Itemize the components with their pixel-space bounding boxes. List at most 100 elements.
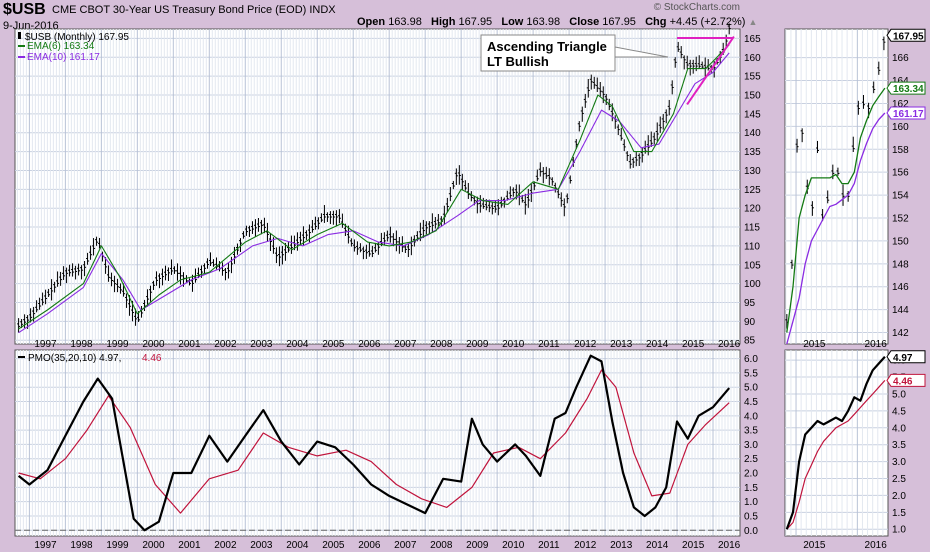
pmo-x-tick-label: 2002: [214, 540, 237, 551]
ema6-line: [18, 44, 730, 330]
detail-price-panel-y-tick-label: 158: [892, 145, 909, 156]
chart-symbol: $USB: [3, 1, 46, 18]
detail-price-panel-y-tick-label: 150: [892, 236, 909, 247]
high-label: High: [431, 16, 456, 28]
detail-price-panel-y-tick-label: 162: [892, 99, 909, 110]
detail-signal-line: [786, 379, 886, 530]
price-x-tick-label: 2002: [214, 339, 237, 350]
detail-pmo-x-tick-label: 2016: [865, 540, 888, 551]
chg-value: +4.45 (+2.72%): [669, 16, 746, 28]
open-label: Open: [357, 16, 386, 28]
price-x-tick-label: 1997: [34, 339, 57, 350]
price-panel-y-tick-label: 115: [744, 223, 760, 234]
tag-close-box: [886, 28, 926, 42]
detail-pmo-x-tick-label: 2015: [803, 540, 826, 551]
legend-ema10: EMA(10) 161.17: [27, 52, 100, 63]
pmo-x-tick-label: 2011: [538, 540, 560, 551]
price-panel-y-tick-label: 140: [744, 128, 761, 139]
price-x-tick-label: 2001: [178, 339, 201, 350]
price-x-tick-label: 2016: [718, 339, 741, 350]
price-x-tick-label: 2003: [250, 339, 273, 350]
detail-pmo-line: [785, 356, 886, 530]
low-value: 163.98: [526, 16, 561, 28]
price-panel-y-tick-label: 120: [744, 204, 761, 215]
annotation-line2: LT Bullish: [487, 54, 549, 69]
tag-pmo-box: [886, 350, 926, 364]
pmo-signal-line: [18, 369, 730, 514]
detail-price-panel-y-tick-label: 142: [892, 328, 909, 339]
pmo-x-tick-label: 2007: [394, 540, 417, 551]
tag-ema6: 163.34: [893, 84, 924, 95]
legend-price: $USB (Monthly) 167.95: [25, 32, 129, 43]
price-x-tick-label: 2012: [574, 339, 597, 350]
pmo-line: [17, 354, 731, 532]
high-value: 167.95: [458, 16, 493, 28]
price-x-tick-label: 2015: [682, 339, 705, 350]
detail-pmo-panel-y-tick-label: 3.5: [892, 440, 906, 451]
price-panel-y-tick-label: 95: [744, 298, 756, 309]
pmo-x-tick-label: 2016: [718, 540, 741, 551]
price-x-tick-label: 2009: [466, 339, 489, 350]
close-value: 167.95: [602, 16, 636, 28]
pmo-x-tick-label: 1999: [106, 540, 129, 551]
pmo-panel-y-tick-label: 2.0: [744, 469, 758, 480]
close-label: Close: [569, 16, 600, 28]
detail-x-tick-label: 2015: [803, 339, 826, 350]
detail-ema6-line: [786, 87, 886, 333]
pmo-x-tick-label: 2012: [574, 540, 597, 551]
pmo-panel-y-tick-label: 4.0: [744, 411, 758, 422]
pmo-x-tick-label: 2006: [358, 540, 381, 551]
legend-price-swatch: [18, 32, 21, 39]
pmo-x-tick-label: 2009: [466, 540, 489, 551]
chart-description: CME CBOT 30-Year US Treasury Bond Price …: [52, 4, 336, 16]
price-panel-y-tick-label: 130: [744, 166, 761, 177]
low-label: Low: [501, 16, 524, 28]
price-x-tick-label: 1998: [70, 339, 93, 350]
annotation-line1: Ascending Triangle: [487, 39, 607, 54]
price-panel-y-tick-label: 155: [744, 72, 761, 83]
legend-pmo-signal: 4.46: [142, 353, 162, 364]
price-x-tick-label: 2000: [142, 339, 165, 350]
detail-price-panel-y-tick-label: 154: [892, 191, 909, 202]
pmo-panel-y-tick-label: 0.5: [744, 511, 758, 522]
detail-pmo-panel-y-tick-label: 2.0: [892, 491, 906, 502]
price-panel-y-tick-label: 90: [744, 317, 756, 328]
tag-close: 167.95: [893, 31, 924, 42]
pmo-x-tick-label: 2014: [646, 540, 669, 551]
price-panel-y-tick-label: 135: [744, 147, 761, 158]
price-x-tick-label: 2006: [358, 339, 381, 350]
detail-ema10-line: [786, 112, 886, 345]
pmo-panel-y-tick-label: 5.5: [744, 368, 758, 379]
pmo-panel-y-tick-label: 3.5: [744, 426, 758, 437]
pmo-x-tick-label: 2008: [430, 540, 453, 551]
detail-pmo-panel-y-tick-label: 1.5: [892, 508, 906, 519]
pmo-x-tick-label: 2015: [682, 540, 705, 551]
triangle-support-line: [686, 35, 735, 106]
pmo-panel-y-tick-label: 1.0: [744, 497, 758, 508]
pmo-x-tick-label: 2010: [502, 540, 525, 551]
price-x-tick-label: 2004: [286, 339, 309, 350]
detail-pmo-panel-y-tick-label: 2.5: [892, 474, 906, 485]
price-panel-y-tick-label: 165: [744, 34, 761, 45]
watermark: © StockCharts.com: [653, 2, 740, 13]
pmo-x-tick-label: 2013: [610, 540, 633, 551]
detail-price-panel-y-tick-label: 156: [892, 168, 909, 179]
pmo-panel-y-tick-label: 0.0: [744, 526, 758, 537]
price-panel-y-tick-label: 145: [744, 109, 761, 120]
price-x-tick-label: 2011: [538, 339, 560, 350]
annotation-box: [480, 34, 616, 72]
pmo-panel-y-tick-label: 2.5: [744, 454, 758, 465]
pmo-x-tick-label: 2001: [178, 540, 201, 551]
price-x-tick-label: 2013: [610, 339, 633, 350]
detail-pmo-panel-y-tick-label: 5.0: [892, 389, 906, 400]
tag-ema10: 161.17: [893, 109, 924, 120]
pmo-x-tick-label: 2003: [250, 540, 273, 551]
detail-x-tick-label: 2016: [865, 339, 888, 350]
detail-price-panel-y-tick-label: 144: [892, 305, 909, 316]
pmo-x-tick-label: 2000: [142, 540, 165, 551]
price-x-tick-label: 1999: [106, 339, 129, 350]
pmo-x-tick-label: 2005: [322, 540, 345, 551]
price-panel-y-tick-label: 100: [744, 279, 761, 290]
price-panel-y-tick-label: 105: [744, 260, 761, 271]
